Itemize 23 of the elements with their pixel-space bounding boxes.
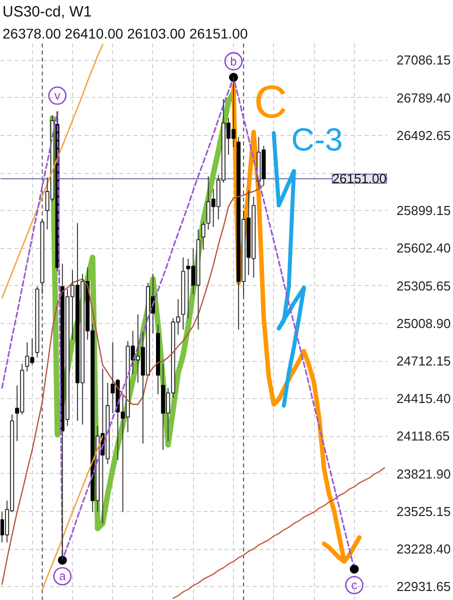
y-tick-label: 25602.40 <box>396 240 451 256</box>
y-tick-label: 26492.65 <box>396 128 451 143</box>
chart-title: US30-cd, W1 <box>2 4 92 20</box>
y-tick-label: 24415.40 <box>396 391 451 406</box>
annotation: b <box>230 54 238 68</box>
y-tick-label: 23228.40 <box>396 542 451 557</box>
ref-line-label: 26151.00 <box>332 171 387 186</box>
y-tick-label: 22931.65 <box>396 579 451 594</box>
y-tick-label: 25899.15 <box>396 203 451 218</box>
annotation: c <box>351 578 358 592</box>
y-tick-label: 26789.40 <box>396 90 451 106</box>
annotation: C <box>254 75 288 128</box>
y-tick-label: 23525.15 <box>396 504 451 519</box>
annotation: a <box>59 569 66 584</box>
chart-subtitle: 26378.00 26410.00 26103.00 26151.00 <box>2 26 248 42</box>
y-tick-label: 24712.15 <box>396 354 451 369</box>
y-tick-label: 27086.15 <box>396 52 451 68</box>
y-tick-label: 25008.90 <box>396 316 451 331</box>
y-tick-label: 25305.65 <box>396 278 451 294</box>
annotation: v <box>54 88 60 103</box>
y-tick-label: 24118.65 <box>396 428 450 444</box>
y-tick-label: 23821.90 <box>396 466 451 482</box>
annotation: C-3 <box>291 121 343 158</box>
